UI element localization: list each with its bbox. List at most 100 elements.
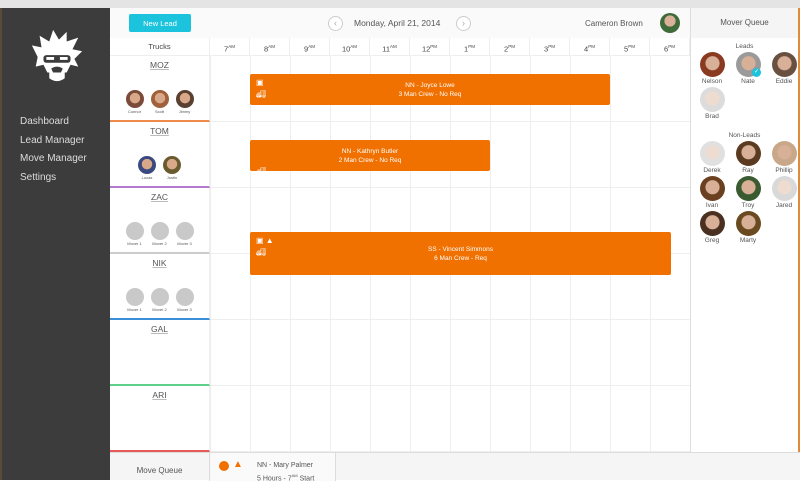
row-line	[210, 319, 690, 320]
mover[interactable]: Scott	[150, 90, 169, 114]
mover[interactable]: Lucas	[138, 156, 157, 180]
schedule-grid: Trucks 7AM 8AM 9AM 10AM 11AM 12PM 1PM 2PM 3PM 4PM…	[110, 38, 690, 452]
mover-avatar	[175, 90, 194, 108]
truck-row[interactable]: ZAC Mover 1 Mover 2 Mover 3	[110, 188, 210, 254]
trucks-header: Trucks	[110, 38, 210, 56]
hour-header: 6PM	[650, 38, 690, 56]
person-name: Ivan	[705, 202, 719, 209]
nav-dashboard[interactable]: Dashboard	[20, 116, 69, 127]
nav-settings[interactable]: Settings	[20, 171, 57, 183]
hour-header: 9AM	[290, 38, 330, 56]
mover-list: Connor Scott Jimmy	[110, 90, 209, 114]
move-queue-label: Move Queue	[110, 453, 210, 481]
hour-header: 1PM	[450, 38, 490, 56]
mover[interactable]: Mover 1	[125, 222, 144, 246]
mover[interactable]: Connor	[125, 90, 144, 114]
row-line	[210, 385, 690, 386]
mover-queue-person[interactable]: ✓ Nate	[730, 52, 766, 85]
person-name: Ray	[742, 167, 754, 174]
mover-avatar	[125, 222, 144, 240]
nav-lead-manager[interactable]: Lead Manager	[20, 134, 85, 146]
person-avatar	[771, 176, 797, 201]
truck-row[interactable]: MOZ Connor Scott Jimmy	[110, 56, 210, 122]
truck-name[interactable]: TOM	[150, 126, 169, 136]
row-line	[210, 121, 690, 122]
hour-header: 8AM	[250, 38, 290, 56]
truck-name[interactable]: MOZ	[150, 60, 169, 70]
mover-queue-person[interactable]: Phillip	[766, 141, 800, 174]
job-card[interactable]: 🚚︎ NN - Kathryn Butler 2 Man Crew - No Req	[250, 140, 490, 176]
mover-avatar	[138, 156, 156, 174]
mover-queue-person[interactable]: Jared	[766, 176, 800, 209]
mover-queue-person[interactable]: Ivan	[694, 176, 730, 209]
person-name: Brad	[705, 113, 719, 120]
truck-name[interactable]: ZAC	[151, 192, 168, 202]
person-name: Nelson	[701, 78, 723, 85]
queue-item[interactable]: ▲ NN - Mary Palmer 5 Hours - 7AM Start	[211, 453, 336, 482]
move-queue-bar: Move Queue ▲ NN - Mary Palmer 5 Hours - …	[110, 452, 800, 482]
mover-queue-person[interactable]: Nelson	[694, 52, 730, 85]
mover-avatar	[125, 90, 144, 108]
job-card[interactable]: ▣ 🚚︎ NN - Joyce Lowe 3 Man Crew - No Req	[250, 74, 610, 105]
hour-header: 2PM	[490, 38, 530, 56]
person-avatar	[771, 141, 797, 166]
new-lead-button[interactable]: New Lead	[129, 14, 191, 32]
user-avatar[interactable]	[660, 13, 680, 33]
mover[interactable]: Mover 3	[175, 288, 194, 312]
mover[interactable]: Mover 1	[125, 288, 144, 312]
nav-move-manager[interactable]: Move Manager	[20, 153, 87, 164]
mover[interactable]: Jimmy	[175, 90, 194, 114]
person-avatar	[735, 211, 761, 236]
mover-avatar	[163, 156, 181, 174]
hour-header: 7AM	[210, 38, 250, 56]
mover[interactable]: Justin	[163, 156, 182, 180]
box-icon: ▣	[256, 78, 264, 87]
truck-row[interactable]: TOM Lucas Justin	[110, 122, 210, 188]
warning-icon: ▲	[233, 459, 243, 470]
mover-queue-person[interactable]: Ray	[730, 141, 766, 174]
job-text: NN - Joyce Lowe 3 Man Crew - No Req	[250, 81, 610, 99]
logo-icon	[31, 29, 83, 82]
next-day-button[interactable]: ›	[456, 16, 471, 31]
box-icon: ▣	[256, 236, 264, 245]
truck-name[interactable]: NIK	[152, 258, 167, 268]
leads-label: Leads	[735, 43, 754, 50]
row-line	[210, 187, 690, 188]
mover-avatar	[125, 288, 144, 306]
hour-header: 10AM	[330, 38, 370, 56]
truck-row[interactable]: GAL	[110, 320, 210, 386]
truck-row[interactable]: ARI	[110, 386, 210, 452]
person-name: Jared	[775, 202, 793, 209]
person-name: Phillip	[775, 167, 793, 174]
job-detail: 6 Man Crew - Req	[434, 254, 487, 262]
hour-header: 11AM	[370, 38, 410, 56]
mover-queue-person[interactable]: Marty	[730, 211, 766, 244]
mover-avatar	[150, 288, 169, 306]
mover-queue-person[interactable]: Derek	[694, 141, 730, 174]
truck-icon: 🚚︎	[256, 90, 267, 99]
truck-name[interactable]: GAL	[150, 324, 168, 334]
truck-name[interactable]: ARI	[152, 390, 167, 400]
person-avatar	[699, 141, 725, 166]
mover-queue-person[interactable]: Eddie	[766, 52, 800, 85]
mover-queue-person[interactable]: Troy	[730, 176, 766, 209]
person-avatar	[771, 52, 797, 77]
person-avatar	[699, 211, 725, 236]
mover-name: Justin	[166, 175, 178, 180]
mover[interactable]: Mover 2	[150, 222, 169, 246]
queue-item-title: NN - Mary Palmer	[257, 462, 314, 469]
mover[interactable]: Mover 3	[175, 222, 194, 246]
job-detail: 2 Man Crew - No Req	[338, 156, 402, 164]
mover-name: Mover 1	[127, 241, 142, 246]
mover[interactable]: Mover 2	[150, 288, 169, 312]
job-text: SS - Vincent Simmons 6 Man Crew - Req	[250, 245, 671, 263]
mover-queue-person[interactable]: Brad	[694, 87, 730, 120]
mover-name: Mover 2	[152, 241, 167, 246]
job-card[interactable]: ▣ ▲ 🚚︎ SS - Vincent Simmons 6 Man Crew - Re…	[250, 232, 671, 275]
prev-day-button[interactable]: ‹	[328, 16, 343, 31]
truck-row[interactable]: NIK Mover 1 Mover 2 Mover 3	[110, 254, 210, 320]
row-line	[210, 451, 690, 452]
person-name: Nate	[741, 78, 755, 85]
mover-avatar	[175, 222, 194, 240]
mover-queue-person[interactable]: Greg	[694, 211, 730, 244]
